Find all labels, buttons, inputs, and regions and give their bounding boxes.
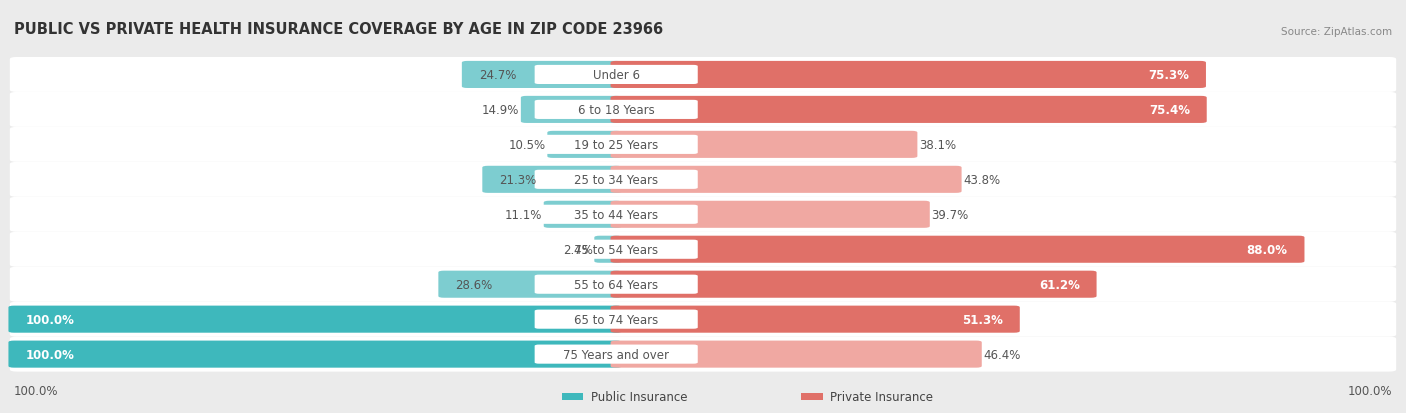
Text: 24.7%: 24.7% bbox=[478, 69, 516, 82]
Text: 75 Years and over: 75 Years and over bbox=[564, 348, 669, 361]
Text: Source: ZipAtlas.com: Source: ZipAtlas.com bbox=[1281, 27, 1392, 37]
FancyBboxPatch shape bbox=[595, 236, 621, 263]
Text: 43.8%: 43.8% bbox=[963, 173, 1000, 186]
Text: 28.6%: 28.6% bbox=[456, 278, 492, 291]
FancyBboxPatch shape bbox=[10, 93, 1396, 128]
Text: 61.2%: 61.2% bbox=[1039, 278, 1080, 291]
Text: 14.9%: 14.9% bbox=[482, 104, 519, 116]
FancyBboxPatch shape bbox=[520, 97, 621, 123]
Text: 88.0%: 88.0% bbox=[1247, 243, 1288, 256]
FancyBboxPatch shape bbox=[482, 166, 621, 193]
Text: PUBLIC VS PRIVATE HEALTH INSURANCE COVERAGE BY AGE IN ZIP CODE 23966: PUBLIC VS PRIVATE HEALTH INSURANCE COVER… bbox=[14, 22, 664, 37]
FancyBboxPatch shape bbox=[610, 166, 962, 193]
FancyBboxPatch shape bbox=[610, 236, 1305, 263]
FancyBboxPatch shape bbox=[10, 128, 1396, 162]
FancyBboxPatch shape bbox=[610, 306, 1019, 333]
Text: 75.3%: 75.3% bbox=[1149, 69, 1189, 82]
FancyBboxPatch shape bbox=[547, 131, 621, 159]
Text: 19 to 25 Years: 19 to 25 Years bbox=[574, 138, 658, 152]
Text: 25 to 34 Years: 25 to 34 Years bbox=[574, 173, 658, 186]
FancyBboxPatch shape bbox=[534, 310, 697, 329]
FancyBboxPatch shape bbox=[10, 162, 1396, 197]
Text: 38.1%: 38.1% bbox=[918, 138, 956, 152]
FancyBboxPatch shape bbox=[534, 66, 697, 85]
FancyBboxPatch shape bbox=[461, 62, 621, 89]
FancyBboxPatch shape bbox=[801, 393, 823, 400]
FancyBboxPatch shape bbox=[610, 271, 1097, 298]
Text: 100.0%: 100.0% bbox=[25, 313, 75, 326]
Text: 35 to 44 Years: 35 to 44 Years bbox=[574, 208, 658, 221]
Text: 21.3%: 21.3% bbox=[499, 173, 537, 186]
FancyBboxPatch shape bbox=[534, 240, 697, 259]
Text: 6 to 18 Years: 6 to 18 Years bbox=[578, 104, 655, 116]
FancyBboxPatch shape bbox=[534, 345, 697, 364]
Text: 75.4%: 75.4% bbox=[1149, 104, 1189, 116]
FancyBboxPatch shape bbox=[610, 97, 1206, 123]
FancyBboxPatch shape bbox=[534, 275, 697, 294]
Text: 51.3%: 51.3% bbox=[962, 313, 1002, 326]
Text: 65 to 74 Years: 65 to 74 Years bbox=[574, 313, 658, 326]
FancyBboxPatch shape bbox=[534, 205, 697, 224]
FancyBboxPatch shape bbox=[610, 131, 917, 159]
Text: 11.1%: 11.1% bbox=[505, 208, 543, 221]
FancyBboxPatch shape bbox=[10, 337, 1396, 372]
Text: 100.0%: 100.0% bbox=[14, 384, 59, 397]
FancyBboxPatch shape bbox=[534, 135, 697, 154]
Text: Private Insurance: Private Insurance bbox=[830, 390, 932, 403]
Text: 39.7%: 39.7% bbox=[931, 208, 969, 221]
FancyBboxPatch shape bbox=[10, 267, 1396, 302]
FancyBboxPatch shape bbox=[562, 393, 583, 400]
FancyBboxPatch shape bbox=[10, 58, 1396, 93]
FancyBboxPatch shape bbox=[8, 306, 621, 333]
FancyBboxPatch shape bbox=[544, 201, 621, 228]
Text: 46.4%: 46.4% bbox=[983, 348, 1021, 361]
Text: Public Insurance: Public Insurance bbox=[591, 390, 688, 403]
Text: 100.0%: 100.0% bbox=[1347, 384, 1392, 397]
FancyBboxPatch shape bbox=[10, 197, 1396, 232]
Text: 2.7%: 2.7% bbox=[562, 243, 593, 256]
FancyBboxPatch shape bbox=[10, 232, 1396, 267]
Text: 100.0%: 100.0% bbox=[25, 348, 75, 361]
FancyBboxPatch shape bbox=[534, 101, 697, 120]
FancyBboxPatch shape bbox=[8, 341, 621, 368]
Text: Under 6: Under 6 bbox=[593, 69, 640, 82]
FancyBboxPatch shape bbox=[439, 271, 621, 298]
Text: 45 to 54 Years: 45 to 54 Years bbox=[574, 243, 658, 256]
FancyBboxPatch shape bbox=[610, 201, 929, 228]
Text: 10.5%: 10.5% bbox=[509, 138, 546, 152]
FancyBboxPatch shape bbox=[610, 341, 981, 368]
FancyBboxPatch shape bbox=[534, 170, 697, 190]
Text: 55 to 64 Years: 55 to 64 Years bbox=[574, 278, 658, 291]
FancyBboxPatch shape bbox=[10, 302, 1396, 337]
FancyBboxPatch shape bbox=[610, 62, 1206, 89]
